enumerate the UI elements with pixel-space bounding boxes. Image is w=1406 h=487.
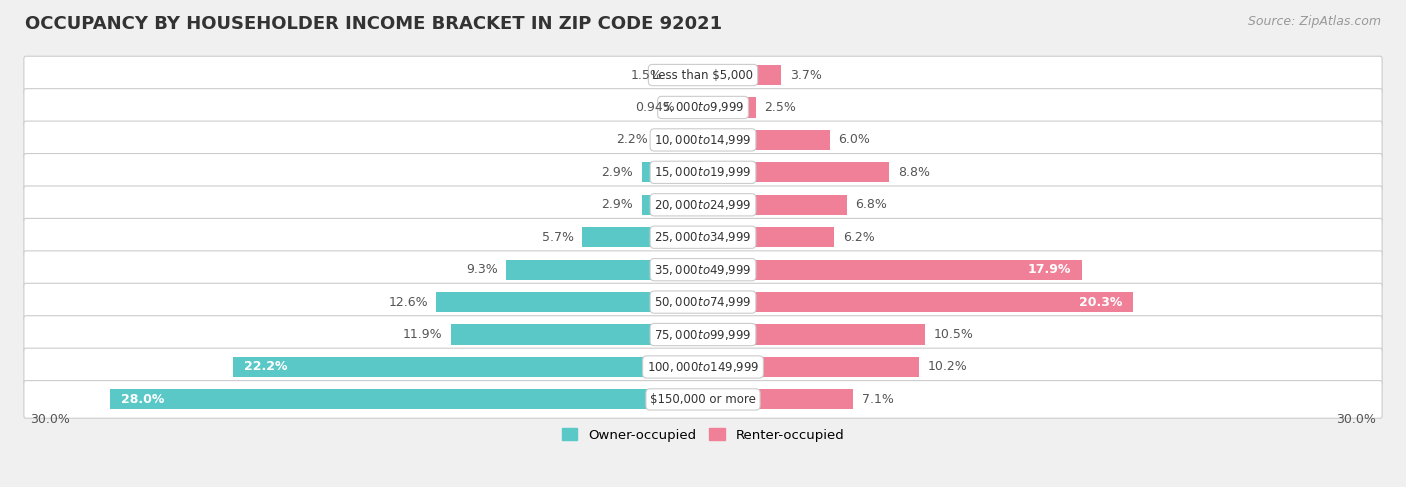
Text: Source: ZipAtlas.com: Source: ZipAtlas.com (1247, 15, 1381, 28)
Text: $15,000 to $19,999: $15,000 to $19,999 (654, 166, 752, 179)
FancyBboxPatch shape (24, 283, 1382, 321)
Text: $50,000 to $74,999: $50,000 to $74,999 (654, 295, 752, 309)
Text: $25,000 to $34,999: $25,000 to $34,999 (654, 230, 752, 244)
Bar (641, 195, 703, 215)
Text: $5,000 to $9,999: $5,000 to $9,999 (662, 100, 744, 114)
Text: 10.5%: 10.5% (934, 328, 973, 341)
Bar (703, 97, 756, 117)
Text: $75,000 to $99,999: $75,000 to $99,999 (654, 328, 752, 341)
Text: 12.6%: 12.6% (388, 296, 427, 309)
Text: 2.9%: 2.9% (602, 198, 633, 211)
Bar (641, 162, 703, 183)
Bar (582, 227, 703, 247)
FancyBboxPatch shape (24, 218, 1382, 256)
FancyBboxPatch shape (24, 381, 1382, 418)
Text: 6.8%: 6.8% (855, 198, 887, 211)
Text: 5.7%: 5.7% (541, 231, 574, 244)
Bar (703, 260, 1083, 280)
FancyBboxPatch shape (24, 89, 1382, 126)
Text: 11.9%: 11.9% (404, 328, 443, 341)
FancyBboxPatch shape (24, 56, 1382, 94)
Bar (110, 390, 703, 410)
FancyBboxPatch shape (24, 121, 1382, 159)
Bar (703, 162, 889, 183)
Bar (703, 227, 834, 247)
Text: 9.3%: 9.3% (465, 263, 498, 276)
Text: 7.1%: 7.1% (862, 393, 894, 406)
Bar (703, 130, 830, 150)
Text: $150,000 or more: $150,000 or more (650, 393, 756, 406)
Bar (683, 97, 703, 117)
Text: 20.3%: 20.3% (1078, 296, 1122, 309)
Bar (703, 195, 846, 215)
Text: 10.2%: 10.2% (928, 360, 967, 374)
Text: OCCUPANCY BY HOUSEHOLDER INCOME BRACKET IN ZIP CODE 92021: OCCUPANCY BY HOUSEHOLDER INCOME BRACKET … (25, 15, 723, 33)
Text: 2.5%: 2.5% (765, 101, 796, 114)
Bar (671, 65, 703, 85)
Bar (703, 324, 925, 345)
Text: 30.0%: 30.0% (30, 413, 70, 426)
Bar (657, 130, 703, 150)
FancyBboxPatch shape (24, 348, 1382, 386)
FancyBboxPatch shape (24, 186, 1382, 224)
FancyBboxPatch shape (24, 316, 1382, 354)
Bar (506, 260, 703, 280)
Bar (703, 390, 853, 410)
Bar (451, 324, 703, 345)
Text: Less than $5,000: Less than $5,000 (652, 69, 754, 81)
Text: 3.7%: 3.7% (790, 69, 821, 81)
Bar (703, 357, 920, 377)
Text: 6.2%: 6.2% (842, 231, 875, 244)
Bar (436, 292, 703, 312)
Text: 0.94%: 0.94% (636, 101, 675, 114)
Text: $100,000 to $149,999: $100,000 to $149,999 (647, 360, 759, 374)
Text: 28.0%: 28.0% (121, 393, 165, 406)
Text: 1.5%: 1.5% (631, 69, 662, 81)
Bar (703, 65, 782, 85)
Text: 6.0%: 6.0% (838, 133, 870, 147)
FancyBboxPatch shape (24, 251, 1382, 288)
Legend: Owner-occupied, Renter-occupied: Owner-occupied, Renter-occupied (557, 423, 849, 447)
Text: $20,000 to $24,999: $20,000 to $24,999 (654, 198, 752, 212)
Text: 17.9%: 17.9% (1028, 263, 1071, 276)
Text: 8.8%: 8.8% (898, 166, 929, 179)
Text: 2.2%: 2.2% (616, 133, 648, 147)
Text: 2.9%: 2.9% (602, 166, 633, 179)
Text: 30.0%: 30.0% (1336, 413, 1376, 426)
Bar (233, 357, 703, 377)
Text: $35,000 to $49,999: $35,000 to $49,999 (654, 262, 752, 277)
Text: 22.2%: 22.2% (243, 360, 287, 374)
FancyBboxPatch shape (24, 153, 1382, 191)
Text: $10,000 to $14,999: $10,000 to $14,999 (654, 133, 752, 147)
Bar (703, 292, 1133, 312)
